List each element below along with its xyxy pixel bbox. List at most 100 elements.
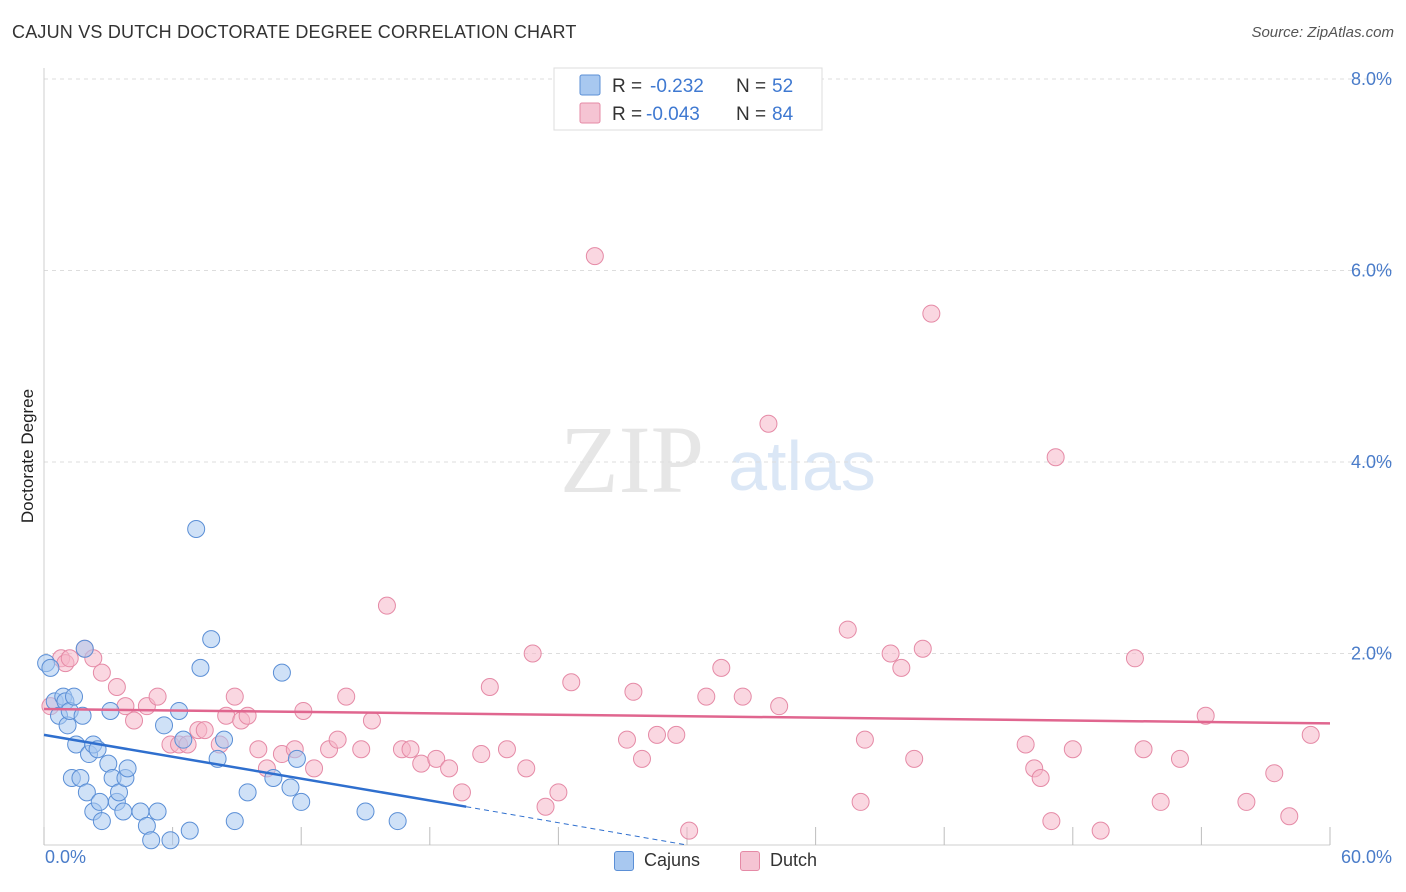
cajun-trend-extension: [466, 806, 688, 846]
y-tick-label: 6.0%: [1351, 261, 1392, 281]
bottom-legend-swatch-cajuns: [614, 850, 634, 871]
dutch-point: [92, 663, 111, 682]
legend-r-label-dutch: R =: [612, 104, 642, 125]
dutch-point: [1170, 749, 1189, 768]
cajun-point: [180, 821, 199, 840]
trend-lines: [43, 707, 1331, 846]
dutch-point: [585, 247, 604, 266]
dutch-point: [1134, 740, 1153, 759]
cajun-trend-line: [43, 733, 467, 808]
dutch-point: [523, 644, 542, 663]
dutch-point: [855, 730, 874, 749]
dutch-point: [549, 783, 568, 802]
dutch-point: [427, 749, 446, 768]
dutch-point: [497, 740, 516, 759]
dutch-point: [617, 730, 636, 749]
cajun-point: [238, 783, 257, 802]
legend-r-label-cajun: R =: [612, 76, 642, 97]
dutch-point: [562, 673, 581, 692]
dutch-point: [60, 649, 79, 668]
y-tick-label: 4.0%: [1351, 452, 1392, 472]
dutch-point: [680, 821, 699, 840]
dutch-point: [517, 759, 536, 778]
cajun-point: [65, 687, 84, 706]
cajun-point: [92, 812, 111, 831]
grid: [44, 78, 1392, 654]
cajun-point: [272, 663, 291, 682]
dutch-point: [328, 730, 347, 749]
dutch-point: [125, 711, 144, 730]
dutch-point: [838, 620, 857, 639]
dutch-point: [913, 639, 932, 658]
cajun-point: [356, 802, 375, 821]
cajun-point: [77, 783, 96, 802]
cajun-point: [225, 812, 244, 831]
y-tick-label: 2.0%: [1351, 644, 1392, 664]
cajun-point: [155, 716, 174, 735]
cajun-point: [161, 831, 180, 850]
dutch-point: [624, 682, 643, 701]
dutch-point: [905, 749, 924, 768]
cajun-point: [148, 802, 167, 821]
dutch-point: [759, 414, 778, 433]
y-axis-title: Doctorate Degree: [18, 389, 37, 523]
dutch-point: [1031, 768, 1050, 787]
cajun-point: [202, 630, 221, 649]
cajun-point: [287, 749, 306, 768]
dutch-point: [480, 678, 499, 697]
dutch-point: [1125, 649, 1144, 668]
cajun-point: [118, 759, 137, 778]
cajun-series: [37, 520, 407, 850]
dutch-point: [1280, 807, 1299, 826]
cajun-point: [114, 802, 133, 821]
bottom-legend: Cajuns Dutch: [0, 850, 1406, 880]
dutch-point: [1265, 764, 1284, 783]
legend-n-label-dutch: N =: [736, 104, 766, 125]
dutch-point: [337, 687, 356, 706]
cajun-point: [281, 778, 300, 797]
legend-box: R = -0.232 N = 52 R = -0.043 N = 84: [553, 67, 823, 131]
dutch-point: [362, 711, 381, 730]
dutch-point: [1301, 725, 1320, 744]
bottom-legend-cajuns: Cajuns: [614, 850, 700, 871]
dutch-point: [667, 725, 686, 744]
dutch-point: [1046, 448, 1065, 467]
x-tick-label-max: 60.0%: [1341, 847, 1392, 867]
dutch-point: [148, 687, 167, 706]
legend-swatch-cajun: [579, 74, 601, 96]
x-ticks: [43, 827, 1331, 845]
dutch-point: [712, 658, 731, 677]
legend-n-label-cajun: N =: [736, 76, 766, 97]
dutch-point: [1196, 706, 1215, 725]
bottom-legend-swatch-dutch: [740, 850, 760, 871]
dutch-point: [238, 706, 257, 725]
dutch-series: [41, 247, 1320, 840]
cajun-point: [90, 792, 109, 811]
dutch-point: [472, 745, 491, 764]
dutch-point: [647, 725, 666, 744]
dutch-point: [1091, 821, 1110, 840]
dutch-point: [892, 658, 911, 677]
cajun-point: [41, 658, 60, 677]
source-label: Source: ZipAtlas.com: [1251, 24, 1394, 41]
watermark-atlas: atlas: [728, 427, 876, 505]
watermark-zip: ZIP: [560, 406, 704, 513]
y-tick-labels: 2.0% 4.0% 6.0% 8.0%: [1351, 69, 1392, 664]
dutch-point: [412, 754, 431, 773]
chart-title: CAJUN VS DUTCH DOCTORATE DEGREE CORRELAT…: [12, 22, 577, 42]
dutch-point: [632, 749, 651, 768]
legend-r-value-cajun: -0.232: [650, 76, 704, 97]
dutch-point: [851, 792, 870, 811]
dutch-trend-line: [43, 707, 1331, 725]
x-tick-label-min: 0.0%: [45, 847, 86, 867]
bottom-legend-label-cajuns: Cajuns: [644, 850, 701, 870]
bottom-legend-label-dutch: Dutch: [770, 850, 818, 870]
dutch-point: [922, 304, 941, 323]
legend-n-value-dutch: 84: [772, 104, 794, 125]
dutch-point: [401, 740, 420, 759]
dutch-point: [440, 759, 459, 778]
bottom-legend-dutch: Dutch: [740, 850, 817, 871]
dutch-point: [249, 740, 268, 759]
legend-r-value-dutch: -0.043: [646, 104, 700, 125]
